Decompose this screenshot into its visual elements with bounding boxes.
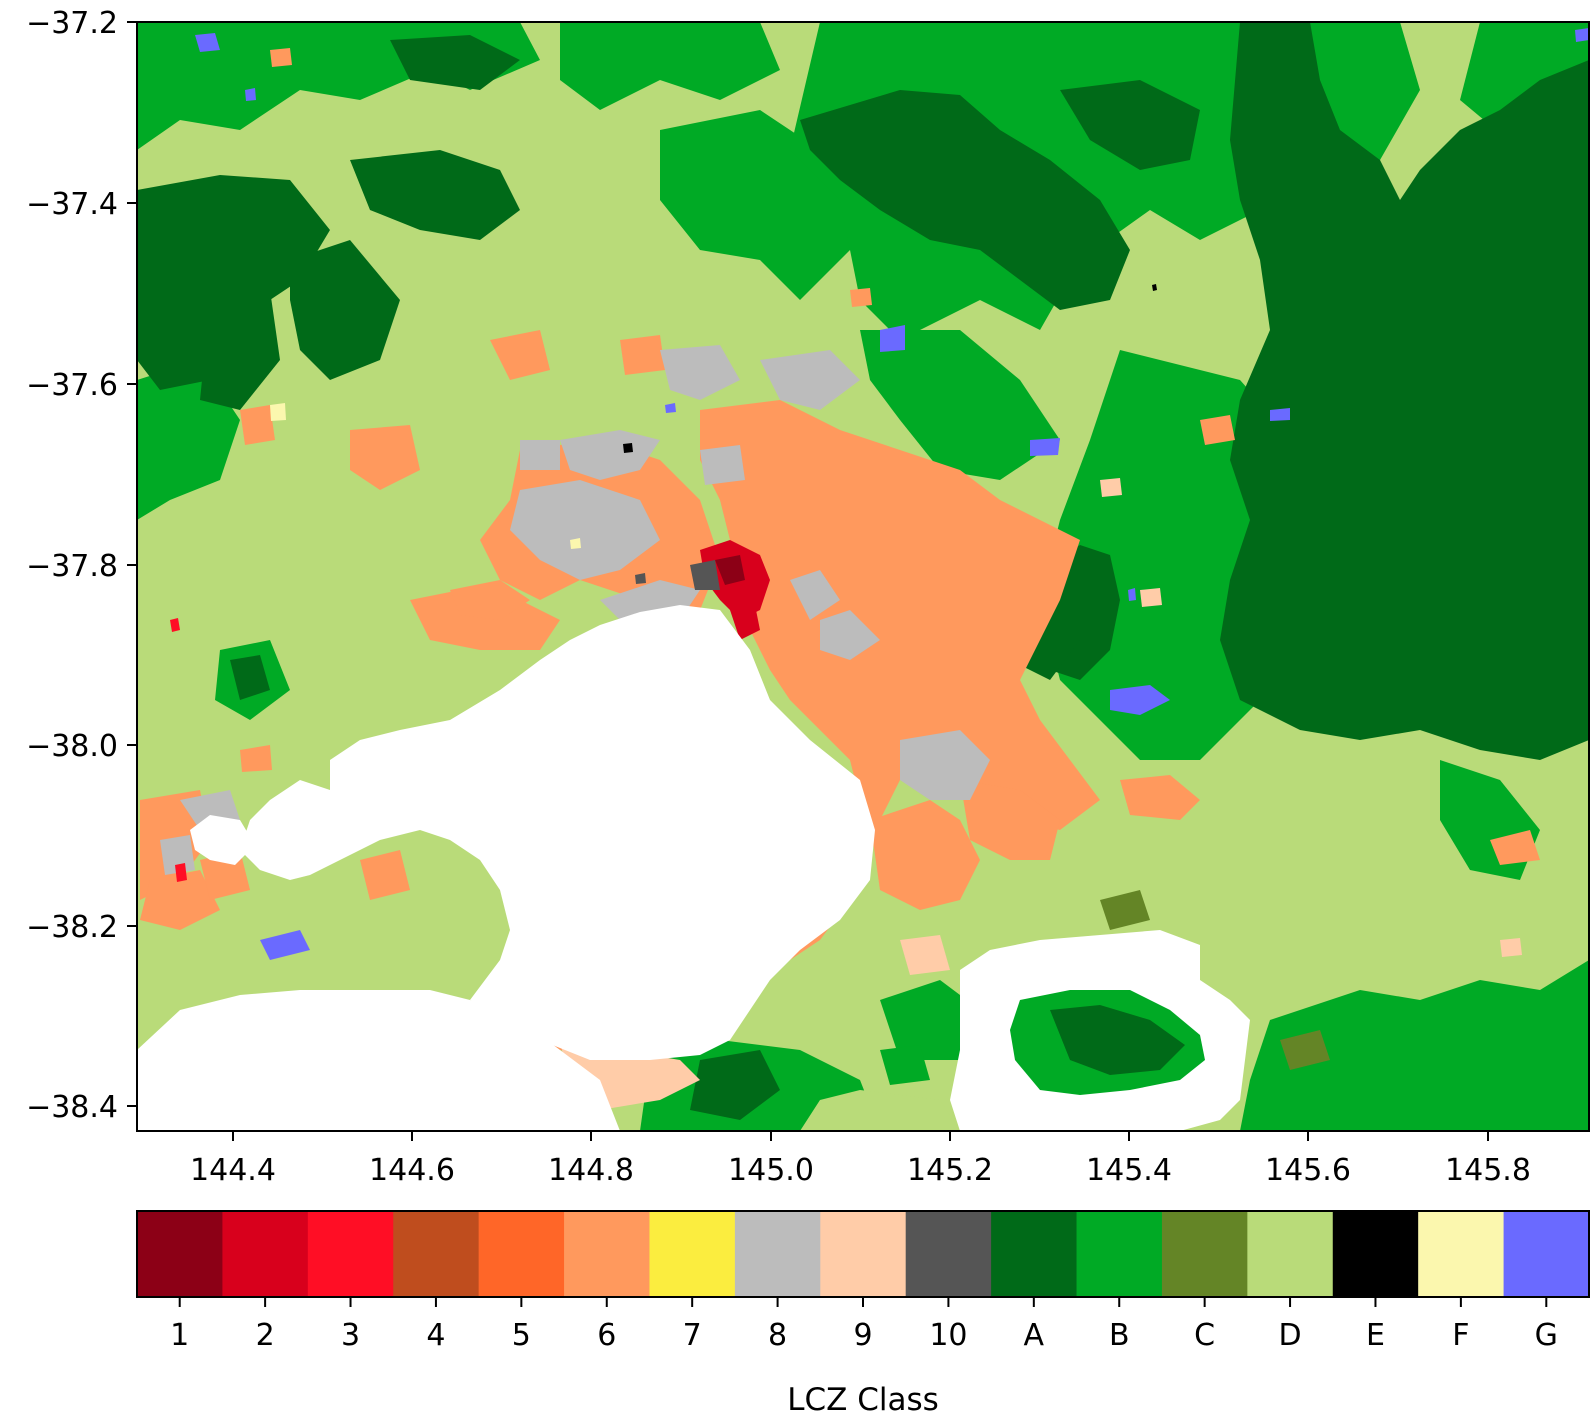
x-tick-label: 144.4 <box>190 1153 276 1188</box>
colorbar-swatch <box>222 1211 309 1297</box>
colorbar-tick-label: E <box>1366 1318 1385 1353</box>
lcz-8-regions <box>160 345 990 875</box>
x-tick: 145.0 <box>728 1131 814 1188</box>
colorbar-tick-label: B <box>1109 1318 1130 1353</box>
x-tick-label: 145.6 <box>1265 1153 1351 1188</box>
y-tick: −38.0 <box>26 729 137 764</box>
x-tick: 145.8 <box>1445 1131 1531 1188</box>
colorbar-tick-label: 10 <box>929 1318 967 1353</box>
colorbar: 1 2 3 4 5 6 7 8 9 10 A B C D E F G LCZ Class <box>136 1210 1590 1418</box>
colorbar-tick-label: G <box>1535 1318 1558 1353</box>
french-island <box>1010 990 1205 1095</box>
x-tick: 144.8 <box>548 1131 634 1188</box>
colorbar-tick-label: 4 <box>426 1318 445 1353</box>
lcz-a-regions <box>137 22 1589 1120</box>
x-axis: 144.4 144.6 144.8 145.0 145.2 145.4 145.… <box>190 1131 1531 1188</box>
y-tick: −38.2 <box>26 910 137 945</box>
colorbar-swatch <box>1332 1211 1419 1297</box>
x-tick: 144.6 <box>369 1131 455 1188</box>
x-tick-label: 145.8 <box>1445 1153 1531 1188</box>
y-tick-label: −37.8 <box>26 549 118 584</box>
colorbar-swatches <box>137 1211 1590 1297</box>
colorbar-tick-label: 3 <box>341 1318 360 1353</box>
colorbar-swatch <box>137 1211 223 1297</box>
y-tick-label: −37.2 <box>26 6 118 41</box>
x-tick-label: 145.2 <box>907 1153 993 1188</box>
lcz-f-regions <box>270 403 581 549</box>
y-tick: −37.4 <box>26 187 137 222</box>
colorbar-tick-label: F <box>1452 1318 1469 1353</box>
colorbar-swatch <box>1076 1211 1163 1297</box>
colorbar-swatch <box>1418 1211 1505 1297</box>
y-axis: −37.2 −37.4 −37.6 −37.8 −38.0 −38.2 −38.… <box>26 6 137 1125</box>
colorbar-tick-label: 8 <box>768 1318 787 1353</box>
lcz-c-regions <box>1100 890 1330 1070</box>
y-tick: −37.6 <box>26 368 137 403</box>
colorbar-swatch <box>905 1211 992 1297</box>
colorbar-tick-label: 1 <box>170 1318 189 1353</box>
y-tick-label: −38.4 <box>26 1090 118 1125</box>
x-tick-label: 145.0 <box>728 1153 814 1188</box>
y-tick-label: −37.4 <box>26 187 118 222</box>
colorbar-swatch <box>1247 1211 1334 1297</box>
x-tick: 144.4 <box>190 1131 276 1188</box>
y-tick: −38.4 <box>26 1090 137 1125</box>
colorbar-swatch <box>1503 1211 1590 1297</box>
x-tick: 145.6 <box>1265 1131 1351 1188</box>
y-tick-label: −38.0 <box>26 729 118 764</box>
x-tick: 145.4 <box>1086 1131 1172 1188</box>
colorbar-swatch <box>307 1211 394 1297</box>
x-tick-label: 144.8 <box>548 1153 634 1188</box>
colorbar-swatch <box>734 1211 821 1297</box>
colorbar-title: LCZ Class <box>787 1382 939 1418</box>
x-tick: 145.2 <box>907 1131 993 1188</box>
map-plot-area <box>137 22 1589 1131</box>
x-tick-label: 145.4 <box>1086 1153 1172 1188</box>
colorbar-tick-label: 5 <box>512 1318 531 1353</box>
colorbar-tick-label: 9 <box>853 1318 872 1353</box>
colorbar-swatch <box>1161 1211 1248 1297</box>
colorbar-tick-label: A <box>1024 1318 1045 1353</box>
colorbar-tick-label: C <box>1194 1318 1215 1353</box>
colorbar-swatch <box>991 1211 1078 1297</box>
y-tick-label: −38.2 <box>26 910 118 945</box>
y-tick-label: −37.6 <box>26 368 118 403</box>
peninsula <box>800 1045 960 1131</box>
colorbar-swatch <box>649 1211 736 1297</box>
x-tick-label: 144.6 <box>369 1153 455 1188</box>
lcz-1-regions <box>715 555 745 585</box>
map-frame <box>136 21 1590 1132</box>
colorbar-swatch <box>478 1211 565 1297</box>
colorbar-swatch <box>564 1211 650 1297</box>
lcz-10-regions <box>635 560 720 590</box>
colorbar-tick-label: 6 <box>597 1318 616 1353</box>
colorbar-tick-label: 7 <box>683 1318 702 1353</box>
colorbar-swatch <box>820 1211 907 1297</box>
y-tick: −37.2 <box>26 6 137 41</box>
colorbar-tick-label: D <box>1279 1318 1302 1353</box>
y-tick: −37.8 <box>26 549 137 584</box>
colorbar-tick-label: 2 <box>256 1318 275 1353</box>
colorbar-ticks: 1 2 3 4 5 6 7 8 9 10 A B C D E F G <box>170 1297 1558 1353</box>
colorbar-swatch <box>393 1211 480 1297</box>
lcz-3-regions <box>170 618 187 882</box>
lcz-e-regions <box>623 284 1157 453</box>
